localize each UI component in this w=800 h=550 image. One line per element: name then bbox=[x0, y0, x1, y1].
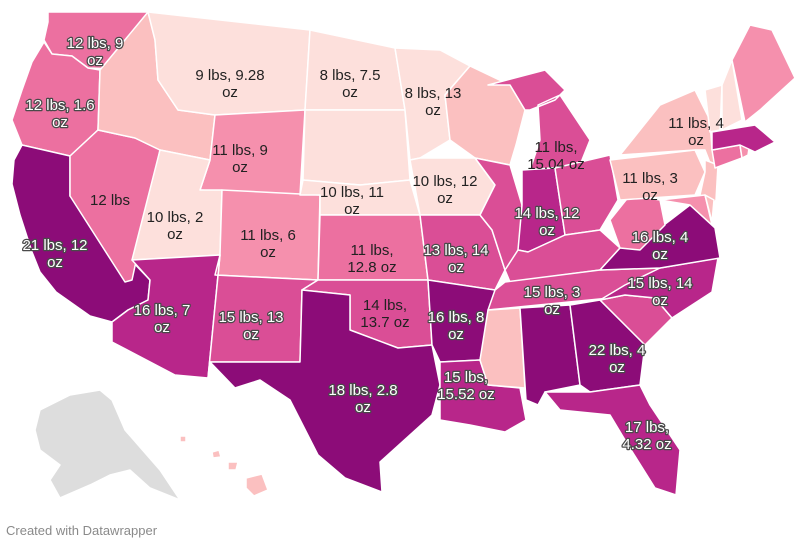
state-value-label-ia: 10 lbs, 12 oz bbox=[412, 173, 477, 207]
state-value-label-va: 16 lbs, 4 oz bbox=[632, 229, 689, 263]
state-value-label-mi: 11 lbs, 15.04 oz bbox=[527, 139, 585, 173]
state-me[interactable]: Maine bbox=[731, 24, 796, 123]
state-value-label-co: 11 lbs, 6 oz bbox=[240, 227, 296, 261]
state-oh[interactable]: Ohio bbox=[554, 154, 619, 236]
state-value-label-la: 15 lbs, 15.52 oz bbox=[437, 369, 495, 403]
state-value-label-az: 16 lbs, 7 oz bbox=[134, 302, 191, 336]
state-value-label-ks: 11 lbs, 12.8 oz bbox=[347, 242, 396, 276]
state-value-label-tx: 18 lbs, 2.8 oz bbox=[328, 382, 397, 416]
state-al[interactable]: Alabama bbox=[519, 304, 581, 406]
state-value-label-mn: 8 lbs, 13 oz bbox=[405, 85, 462, 119]
state-value-label-tn: 15 lbs, 3 oz bbox=[524, 284, 581, 318]
state-value-label-ne: 10 lbs, 11 oz bbox=[320, 184, 384, 218]
state-hi[interactable]: Hawaii bbox=[179, 435, 269, 497]
state-de[interactable]: Delaware bbox=[704, 194, 715, 223]
state-fl[interactable]: Florida bbox=[544, 384, 681, 496]
state-value-label-wa: 12 lbs, 9 oz bbox=[67, 35, 124, 69]
state-value-label-in: 14 lbs, 12 oz bbox=[514, 205, 579, 239]
state-value-label-pa: 11 lbs, 3 oz bbox=[622, 170, 678, 204]
state-ma[interactable]: Massachusetts bbox=[711, 124, 776, 153]
us-choropleth-map: WashingtonOregonCaliforniaNevadaIdahoMon… bbox=[11, 11, 796, 501]
state-value-label-nv: 12 lbs bbox=[90, 192, 130, 209]
state-value-label-ut: 10 lbs, 2 oz bbox=[147, 209, 204, 243]
state-value-label-nd: 8 lbs, 7.5 oz bbox=[320, 67, 381, 101]
state-value-label-ga: 22 lbs, 4 oz bbox=[589, 342, 646, 376]
state-value-label-ca: 21 lbs, 12 oz bbox=[22, 237, 87, 271]
state-ak[interactable]: Alaska bbox=[34, 389, 181, 501]
state-value-label-nc: 15 lbs, 14 oz bbox=[627, 275, 692, 309]
state-nc[interactable]: North Carolina bbox=[599, 257, 719, 319]
state-wi[interactable]: Wisconsin bbox=[444, 65, 526, 166]
state-value-label-ok: 14 lbs, 13.7 oz bbox=[360, 297, 409, 331]
state-vt[interactable]: Vermont bbox=[704, 84, 723, 133]
state-value-label-nm: 15 lbs, 13 oz bbox=[218, 309, 283, 343]
labels-layer: 12 lbs, 9 oz 12 lbs, 1.6 oz 21 lbs, 12 oz 12 l… bbox=[21, 34, 724, 455]
state-nh[interactable]: New Hampshire bbox=[721, 59, 743, 131]
datawrapper-credit: Created with Datawrapper bbox=[6, 523, 158, 538]
state-value-label-ny: 11 lbs, 4 oz bbox=[668, 115, 724, 149]
state-md[interactable]: Maryland bbox=[659, 194, 713, 226]
state-value-label-ar: 16 lbs, 8 oz bbox=[428, 309, 485, 343]
state-value-label-wy: 11 lbs, 9 oz bbox=[212, 142, 268, 176]
state-tx[interactable]: Texas bbox=[209, 289, 441, 493]
state-sd[interactable]: South Dakota bbox=[302, 109, 411, 186]
state-value-label-mt: 9 lbs, 9.28 oz bbox=[195, 67, 264, 101]
state-value-label-mo: 13 lbs, 14 oz bbox=[423, 242, 488, 276]
state-ms[interactable]: Mississippi bbox=[479, 307, 526, 389]
states-layer: WashingtonOregonCaliforniaNevadaIdahoMon… bbox=[11, 11, 796, 501]
state-value-label-or: 12 lbs, 1.6 oz bbox=[25, 97, 94, 131]
state-value-label-fl: 17 lbs, 4.32 oz bbox=[622, 419, 671, 453]
